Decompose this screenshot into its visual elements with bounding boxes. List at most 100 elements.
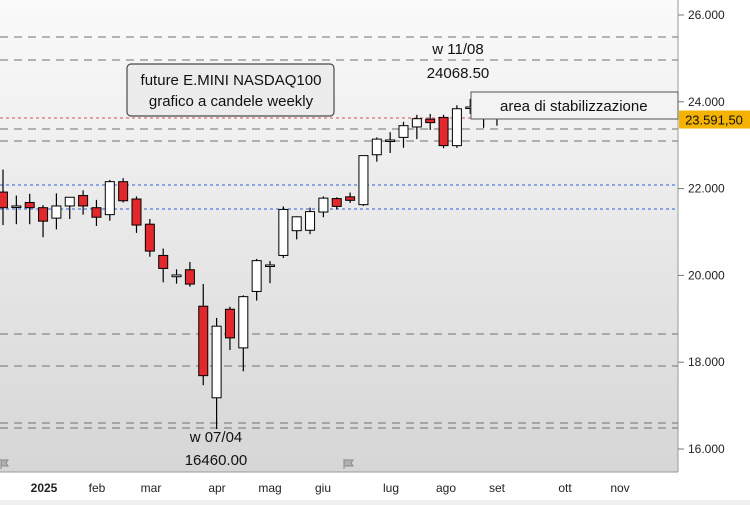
support-resistance-lines: [0, 36, 678, 429]
plot-background: [0, 0, 678, 472]
candle: [358, 155, 369, 206]
candle-body: [198, 305, 209, 377]
flag-icon[interactable]: [0, 459, 9, 469]
x-tick-label: 2025: [31, 481, 58, 495]
candle: [118, 178, 129, 203]
candle: [211, 317, 222, 430]
high-value-label: 24068.50: [427, 65, 490, 82]
candle: [251, 258, 262, 301]
candle-body: [91, 207, 102, 218]
candle: [104, 179, 115, 221]
last-price-badge-bg: [679, 110, 750, 129]
candle: [0, 169, 8, 226]
candle-body: [118, 181, 129, 202]
candle-body: [51, 205, 62, 219]
candle-body: [78, 195, 89, 207]
candle-body: [331, 198, 342, 207]
candle-body: [171, 274, 182, 278]
candle: [224, 306, 235, 351]
chart-title: future E.MINI NASDAQ100: [141, 72, 322, 89]
candle: [451, 105, 462, 148]
x-tick-label: mar: [141, 481, 162, 495]
candle-body: [265, 264, 275, 267]
flag-icon[interactable]: [343, 459, 354, 469]
chart-subtitle: grafico a candele weekly: [149, 93, 314, 110]
candle-body: [438, 116, 449, 147]
y-axis-ticks: 26.000 24.000 22.000 20.000 18.000 16.000: [678, 8, 725, 456]
candle-body: [385, 139, 396, 142]
stabilization-zone-label: area di stabilizzazione: [500, 98, 648, 115]
candle-body: [38, 207, 49, 222]
candle-body: [144, 223, 155, 252]
y-tick-label: 22.000: [688, 182, 725, 196]
candle-body: [345, 196, 356, 201]
candle-body: [64, 196, 75, 207]
y-axis-panel: [678, 0, 750, 500]
candle-body: [425, 118, 436, 124]
candle: [425, 113, 436, 131]
candle-body: [184, 269, 195, 285]
candle-body: [224, 308, 235, 339]
x-axis-panel: [0, 472, 678, 500]
candle: [291, 216, 302, 240]
candle-body: [371, 138, 382, 156]
title-box-frame: [126, 63, 335, 117]
candle: [24, 193, 35, 225]
candle: [438, 114, 449, 149]
y-tick-label: 24.000: [688, 95, 725, 109]
candle: [265, 261, 275, 284]
last-price-badge: 23.591,50: [679, 110, 750, 129]
x-axis-labels: 2025 feb mar apr mag giu lug ago set ott nov: [31, 481, 630, 495]
candle: [171, 269, 182, 284]
candle-body: [278, 208, 289, 256]
candle-body: [451, 108, 462, 147]
last-price-value: 23.591,50: [685, 113, 743, 128]
candle: [91, 199, 102, 226]
x-tick-label: nov: [610, 481, 629, 495]
x-tick-label: apr: [208, 481, 225, 495]
candle: [318, 196, 329, 218]
x-tick-label: ago: [436, 481, 456, 495]
y-tick-label: 26.000: [688, 8, 725, 22]
x-tick-label: giu: [315, 481, 331, 495]
candle: [345, 192, 356, 203]
candle: [78, 190, 89, 215]
high-week-label: w 11/08: [431, 41, 483, 58]
y-tick-label: 16.000: [688, 442, 725, 456]
y-tick-label: 20.000: [688, 268, 725, 282]
flag-icons: [0, 459, 354, 469]
chart-title-box: future E.MINI NASDAQ100 grafico a candel…: [126, 63, 335, 117]
candle: [64, 196, 75, 219]
candle: [38, 205, 49, 238]
candle-body: [11, 205, 22, 208]
candle-body: [291, 216, 302, 232]
candle: [144, 218, 155, 257]
candle-body: [251, 260, 262, 292]
candle: [371, 137, 382, 162]
stabilization-zone-box: [470, 91, 679, 120]
candle-body: [158, 254, 169, 269]
candle: [158, 248, 169, 283]
candles: [0, 98, 502, 430]
candle: [278, 206, 289, 259]
x-tick-label: mag: [258, 481, 281, 495]
candle: [131, 196, 142, 233]
candle: [51, 193, 62, 230]
candle-body: [211, 325, 222, 399]
candle-body: [398, 125, 409, 138]
candle: [305, 207, 316, 235]
candle: [238, 295, 249, 372]
candle-body: [411, 118, 422, 128]
candle-body: [0, 191, 8, 209]
candle-body: [131, 198, 142, 226]
candle-body: [238, 296, 249, 349]
candle: [184, 261, 195, 287]
stabilization-zone: area di stabilizzazione: [470, 91, 679, 120]
x-tick-label: set: [489, 481, 506, 495]
x-tick-label: feb: [89, 481, 106, 495]
candle-body: [24, 201, 35, 209]
candle-body: [104, 181, 115, 216]
candle-body: [358, 155, 369, 206]
